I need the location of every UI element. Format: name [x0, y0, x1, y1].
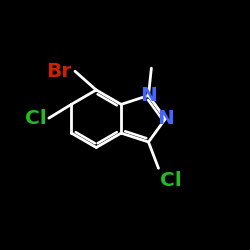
- Text: N: N: [157, 109, 174, 128]
- Text: Br: Br: [46, 62, 71, 81]
- Text: Cl: Cl: [160, 171, 182, 190]
- Text: N: N: [140, 86, 157, 105]
- Text: Cl: Cl: [24, 108, 46, 128]
